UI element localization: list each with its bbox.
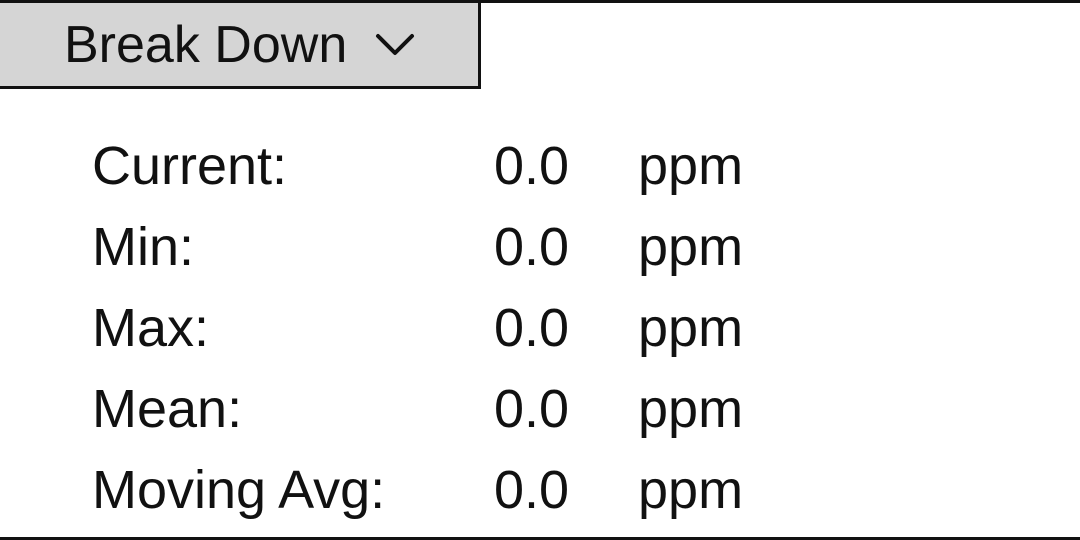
stat-unit: ppm	[638, 378, 744, 439]
stat-value: 0.0	[494, 135, 570, 196]
stat-value: 0.0	[494, 297, 570, 358]
stat-value: 0.0	[494, 216, 570, 277]
stat-unit: ppm	[638, 135, 744, 196]
stat-row-moving-avg: Moving Avg: 0.0 ppm	[92, 449, 838, 530]
stat-label: Min:	[92, 216, 195, 277]
stat-row-min: Min: 0.0 ppm	[92, 206, 838, 287]
stat-label: Moving Avg:	[92, 459, 386, 520]
stat-row-mean: Mean: 0.0 ppm	[92, 368, 838, 449]
stat-unit: ppm	[638, 216, 744, 277]
stat-label: Max:	[92, 297, 210, 358]
chevron-down-icon	[375, 32, 415, 58]
stat-row-max: Max: 0.0 ppm	[92, 287, 838, 368]
break-down-dropdown[interactable]: Break Down	[0, 0, 481, 89]
stat-label: Current:	[92, 135, 288, 196]
stat-unit: ppm	[638, 459, 744, 520]
stat-unit: ppm	[638, 297, 744, 358]
stat-value: 0.0	[494, 378, 570, 439]
stats-list: Current: 0.0 ppm Min: 0.0 ppm Max: 0.0 p…	[92, 125, 838, 530]
dropdown-label: Break Down	[64, 15, 348, 74]
stat-value: 0.0	[494, 459, 570, 520]
stat-label: Mean:	[92, 378, 243, 439]
stat-row-current: Current: 0.0 ppm	[92, 125, 838, 206]
